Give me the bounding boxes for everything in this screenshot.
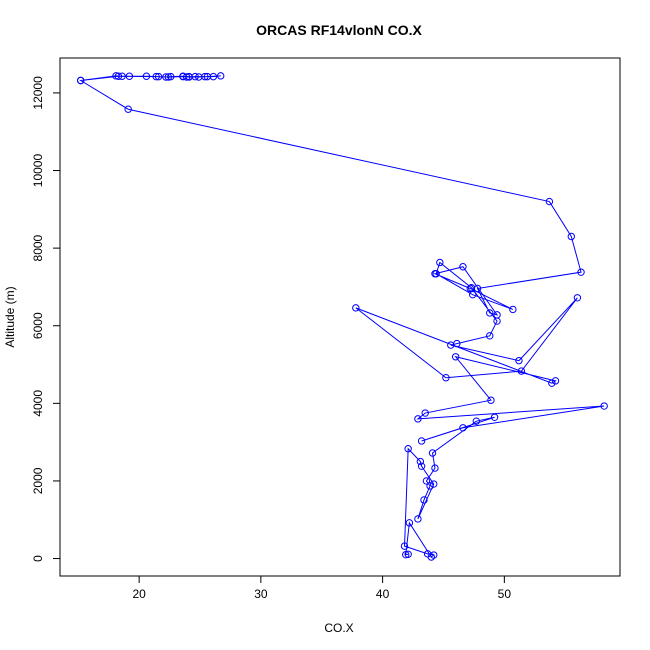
data-point [472, 417, 481, 425]
data-point [493, 317, 501, 325]
y-axis-label: Altitude (m) [3, 286, 17, 347]
data-point [545, 197, 554, 206]
data-point [459, 263, 467, 271]
data-point [124, 105, 132, 113]
y-tick-label: 6000 [31, 312, 45, 339]
x-tick-label: 30 [254, 587, 268, 601]
series-layer [77, 72, 608, 561]
series-line [79, 75, 605, 558]
data-point [573, 294, 582, 302]
x-tick-label: 50 [498, 587, 512, 601]
data-point [217, 72, 225, 80]
data-point [430, 551, 438, 559]
y-tick-label: 10000 [31, 154, 45, 188]
data-point [195, 73, 203, 81]
data-point [404, 445, 412, 453]
data-point [436, 258, 444, 267]
x-axis: 20 30 40 50 [132, 575, 512, 601]
data-point [490, 413, 499, 421]
data-point [466, 284, 474, 293]
data-point [451, 353, 460, 361]
data-point [567, 232, 575, 241]
data-point [487, 396, 495, 404]
x-tick-label: 20 [132, 587, 146, 601]
data-point [182, 73, 191, 81]
data-point [469, 290, 477, 299]
data-point [154, 72, 163, 81]
y-axis: 0 2000 4000 6000 8000 10000 12000 [31, 76, 61, 562]
y-tick-label: 2000 [31, 467, 45, 494]
data-point [118, 72, 126, 80]
data-point [422, 477, 431, 485]
data-point [414, 415, 422, 423]
data-point [167, 72, 175, 81]
data-point [428, 449, 437, 457]
data-point [352, 304, 360, 312]
data-point [432, 270, 440, 278]
y-tick-label: 4000 [31, 390, 45, 417]
data-point [517, 367, 526, 375]
data-point [77, 76, 85, 85]
y-tick-label: 12000 [31, 76, 45, 110]
x-axis-label: CO.X [324, 621, 353, 635]
data-point [152, 72, 160, 81]
data-point [142, 72, 151, 80]
data-point [442, 374, 450, 382]
data-point [447, 341, 455, 349]
data-point [400, 542, 409, 550]
data-point [548, 379, 556, 387]
data-point [114, 72, 123, 80]
data-point [414, 515, 422, 523]
y-tick-label: 0 [31, 555, 45, 562]
data-point [405, 519, 414, 527]
data-point [416, 457, 425, 466]
data-point [125, 72, 134, 80]
data-point [179, 72, 187, 81]
data-point [431, 464, 439, 472]
data-point [164, 73, 173, 81]
data-point [203, 72, 212, 81]
data-point [402, 550, 410, 559]
chart-title: ORCAS RF14vlonN CO.X [256, 22, 422, 38]
data-point [509, 305, 517, 314]
data-point [427, 553, 435, 561]
data-point [430, 480, 438, 488]
data-point [420, 496, 428, 504]
data-point [404, 550, 412, 558]
data-point [486, 332, 494, 340]
data-point [421, 409, 429, 417]
data-point [459, 424, 467, 432]
data-point [467, 284, 476, 292]
x-tick-label: 40 [376, 587, 390, 601]
y-tick-label: 8000 [31, 234, 45, 261]
data-point [426, 482, 434, 490]
data-point [600, 402, 608, 410]
data-point [551, 377, 560, 385]
data-point [486, 309, 494, 317]
data-point [515, 356, 523, 365]
data-point [417, 462, 426, 470]
data-point [577, 268, 585, 276]
data-point [417, 437, 426, 445]
data-point [162, 73, 170, 81]
